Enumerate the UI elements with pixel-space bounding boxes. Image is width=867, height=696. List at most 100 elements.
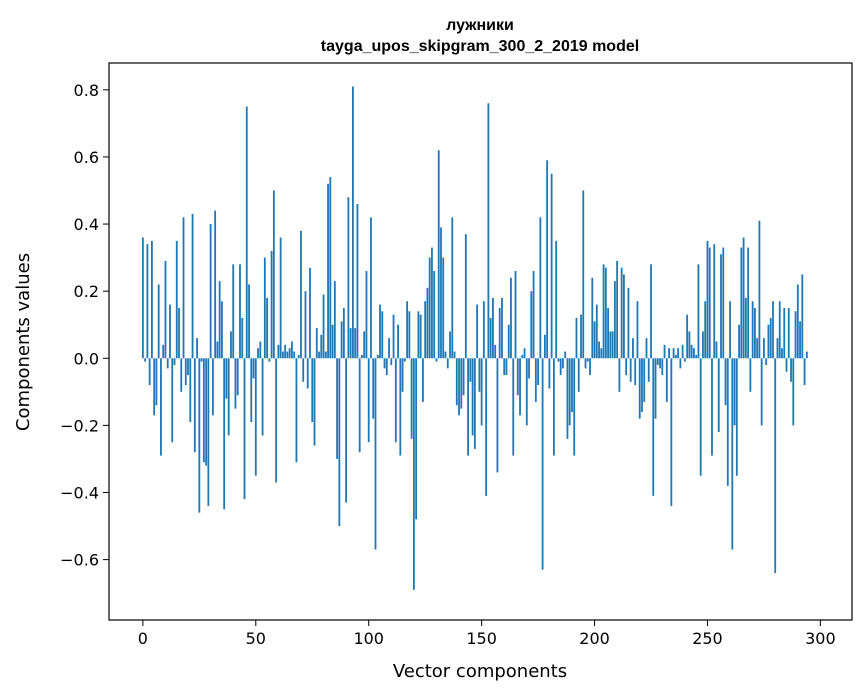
y-tick-label: 0.0: [74, 349, 99, 368]
bar: [372, 358, 375, 419]
bar-series: [141, 86, 808, 590]
bar: [234, 358, 237, 409]
bar: [695, 354, 698, 359]
bar: [207, 358, 210, 506]
bar: [336, 358, 338, 459]
x-tick-label: 300: [805, 629, 836, 648]
bar: [620, 267, 623, 359]
bar: [794, 311, 797, 359]
bar: [230, 331, 232, 359]
bar: [792, 358, 795, 426]
bar: [313, 358, 316, 446]
bar: [742, 237, 745, 359]
bar: [677, 348, 680, 359]
bar: [451, 217, 454, 359]
chart-subtitle: tayga_upos_skipgram_300_2_2019 model: [321, 38, 639, 55]
bar: [618, 358, 621, 392]
bar: [293, 351, 296, 359]
bar: [302, 358, 305, 382]
y-tick-label: −0.4: [60, 483, 99, 502]
bar: [171, 358, 174, 443]
bar: [713, 244, 716, 359]
bar: [467, 358, 469, 456]
bar: [324, 351, 327, 359]
bar: [586, 358, 589, 362]
bar: [388, 338, 390, 359]
bar: [476, 304, 479, 359]
y-tick-label: −0.2: [60, 416, 99, 435]
bar: [598, 341, 600, 359]
bar: [471, 358, 474, 436]
bar: [424, 301, 427, 359]
bar: [363, 331, 366, 359]
bar: [776, 338, 779, 359]
bar: [277, 344, 280, 359]
bar: [211, 358, 214, 416]
bar: [385, 358, 388, 376]
bar: [354, 328, 357, 359]
bar: [320, 334, 323, 359]
bar: [519, 358, 521, 416]
bar: [537, 358, 539, 386]
bar: [218, 281, 221, 359]
bar: [613, 281, 616, 359]
bar: [568, 358, 571, 426]
bar: [437, 150, 440, 359]
bar: [627, 287, 630, 359]
bar: [347, 197, 350, 359]
bar: [602, 264, 605, 359]
bar: [724, 358, 727, 406]
bar: [169, 304, 171, 359]
bar: [198, 358, 201, 513]
bar: [749, 358, 752, 392]
bar: [600, 348, 603, 359]
bar: [634, 358, 637, 386]
bar: [593, 321, 596, 359]
bar: [525, 358, 528, 426]
bar: [227, 358, 230, 436]
bar: [744, 297, 747, 359]
bar: [223, 358, 226, 510]
bar: [175, 240, 178, 359]
bar: [650, 264, 652, 359]
x-tick-label: 150: [466, 629, 497, 648]
bar: [254, 358, 257, 476]
bar: [182, 217, 185, 359]
bar: [699, 358, 702, 476]
bar: [216, 341, 219, 359]
bar: [697, 264, 700, 359]
bar: [503, 358, 506, 376]
bar: [392, 314, 395, 359]
y-tick-label: 0.4: [74, 215, 99, 234]
bar: [674, 354, 677, 359]
bar: [767, 324, 770, 359]
bar: [155, 358, 158, 406]
bar: [534, 358, 537, 402]
bar: [257, 348, 259, 359]
y-tick-label: 0.6: [74, 148, 99, 167]
bar: [345, 358, 348, 503]
bar: [530, 291, 533, 359]
bar: [284, 344, 287, 359]
bar: [403, 358, 406, 362]
bar: [492, 297, 494, 359]
bar: [160, 358, 162, 456]
bar: [729, 301, 731, 359]
bar: [611, 331, 614, 359]
bar: [306, 358, 309, 389]
x-axis: 0 50 100 150 200 250 300: [138, 620, 836, 648]
x-tick-label: 200: [579, 629, 610, 648]
bar: [221, 301, 223, 359]
x-tick-label: 250: [692, 629, 723, 648]
bar: [672, 348, 675, 359]
bar: [760, 358, 763, 426]
bar: [383, 358, 386, 369]
bar: [670, 358, 673, 506]
bar: [796, 284, 799, 359]
bar: [275, 358, 278, 483]
bar: [464, 234, 467, 359]
bar: [340, 321, 343, 359]
bar: [550, 173, 553, 359]
bar: [446, 358, 449, 369]
